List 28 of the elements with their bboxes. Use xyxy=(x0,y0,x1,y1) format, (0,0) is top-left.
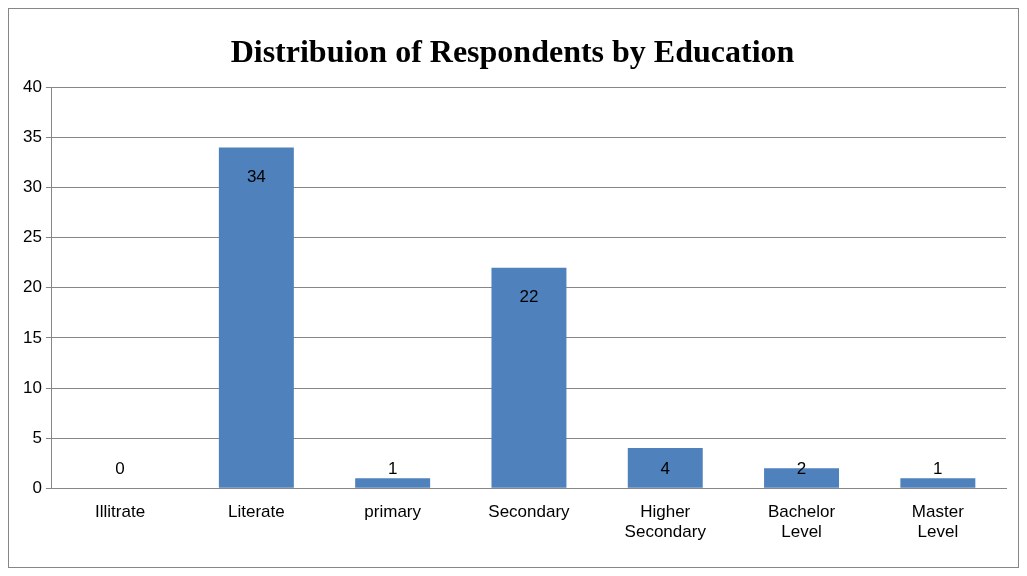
data-label: 4 xyxy=(660,458,670,478)
y-tick-label: 10 xyxy=(22,377,42,397)
y-tick-label: 20 xyxy=(22,277,42,297)
bar xyxy=(900,478,976,488)
y-tick-label: 35 xyxy=(22,127,42,147)
x-tick-label: Master Level xyxy=(911,502,965,542)
y-tick-label: 15 xyxy=(22,327,42,347)
bar xyxy=(218,147,294,488)
bar xyxy=(491,267,567,488)
y-tick-label: 5 xyxy=(32,427,42,447)
y-tick-label: 30 xyxy=(22,177,42,197)
x-tick-label: Bachelor Level xyxy=(768,502,836,542)
x-tick-label: primary xyxy=(364,502,422,522)
data-label: 22 xyxy=(519,287,539,307)
data-label: 1 xyxy=(387,458,398,478)
y-tick-label: 40 xyxy=(22,77,42,97)
bar xyxy=(627,448,703,488)
data-label: 1 xyxy=(933,458,943,478)
data-label: 0 xyxy=(115,458,125,478)
x-tick-label: Literate xyxy=(228,502,285,522)
data-label: 34 xyxy=(246,167,266,187)
y-tick-label: 25 xyxy=(22,227,42,247)
x-tick-label: Illitrate xyxy=(95,502,146,522)
y-tick-label: 0 xyxy=(32,477,42,497)
bar xyxy=(355,478,431,488)
x-tick-label: Higher Secondary xyxy=(624,502,707,542)
chart-title: Distribuion of Respondents by Education xyxy=(230,33,795,70)
x-tick-label: Secondary xyxy=(488,502,571,522)
